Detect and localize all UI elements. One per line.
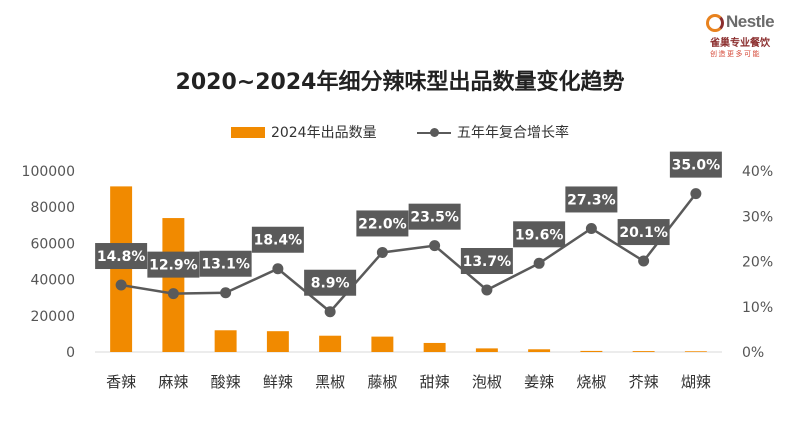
data-label: 13.7% xyxy=(463,254,512,270)
data-label-box xyxy=(669,151,722,178)
data-label: 23.5% xyxy=(410,210,459,226)
data-label-box xyxy=(617,219,670,246)
growth-point xyxy=(220,287,232,299)
bar-swatch-icon xyxy=(230,126,265,138)
y-left-tick-label: 60000 xyxy=(30,236,75,252)
data-label: 22.0% xyxy=(358,216,407,232)
x-tick-label: 酸辣 xyxy=(211,373,241,391)
growth-point xyxy=(115,279,127,291)
y-right-tick-label: 40% xyxy=(742,164,773,180)
chart-legend: 2024年出品数量 五年年复合增长率 xyxy=(0,122,800,142)
growth-point xyxy=(429,240,441,252)
bar xyxy=(528,349,551,352)
y-left-tick-label: 80000 xyxy=(30,200,75,216)
y-right-tick-label: 20% xyxy=(742,255,773,271)
bar xyxy=(580,350,603,352)
data-label: 27.3% xyxy=(567,192,616,208)
y-left-tick-label: 100000 xyxy=(22,164,75,180)
growth-point xyxy=(324,306,336,318)
logo-tagline: 创造更多可能 xyxy=(710,50,761,58)
x-tick-label: 煳辣 xyxy=(681,373,711,391)
growth-point xyxy=(638,255,650,267)
data-label-box xyxy=(460,248,513,275)
x-tick-label: 藤椒 xyxy=(367,373,397,391)
growth-point xyxy=(690,188,702,200)
data-label-box xyxy=(304,269,357,296)
data-label: 35.0% xyxy=(672,158,721,174)
y-right-tick-label: 0% xyxy=(742,345,764,361)
data-label-box xyxy=(408,203,461,230)
bar xyxy=(266,331,289,352)
growth-point xyxy=(376,246,388,258)
bar xyxy=(319,335,342,352)
legend-line-label: 五年年复合增长率 xyxy=(457,125,570,141)
data-label-box xyxy=(513,221,566,248)
data-label: 13.1% xyxy=(201,257,250,273)
growth-point xyxy=(533,257,545,269)
legend-item-bars: 2024年出品数量 xyxy=(230,122,377,142)
data-label: 19.6% xyxy=(515,227,564,243)
growth-point xyxy=(167,288,179,300)
bar xyxy=(110,186,133,352)
data-label-box xyxy=(565,186,618,213)
growth-line xyxy=(120,192,697,314)
y-left-tick-label: 20000 xyxy=(30,309,75,325)
x-tick-label: 麻辣 xyxy=(158,373,188,391)
bar xyxy=(162,218,185,352)
growth-point xyxy=(272,263,284,275)
logo-brand: Nestle xyxy=(726,12,775,31)
bar xyxy=(684,351,707,352)
x-tick-label: 黑椒 xyxy=(315,373,345,391)
x-tick-label: 姜辣 xyxy=(524,373,554,391)
bar xyxy=(632,351,655,352)
nest-icon xyxy=(706,14,724,32)
x-tick-label: 香辣 xyxy=(106,373,136,391)
bar xyxy=(371,336,394,352)
logo-subtitle: 雀巢专业餐饮 xyxy=(710,38,770,49)
x-tick-label: 甜辣 xyxy=(420,373,450,391)
chart-title: 2020~2024年细分辣味型出品数量变化趋势 xyxy=(175,70,625,95)
x-tick-label: 烧椒 xyxy=(576,373,606,391)
x-tick-label: 芥辣 xyxy=(629,373,659,391)
nestle-logo: Nestle 雀巢专业餐饮 创造更多可能 xyxy=(706,10,792,66)
line-marker-icon xyxy=(417,127,452,138)
data-label: 8.9% xyxy=(311,276,350,292)
data-label-box xyxy=(199,250,252,277)
y-right-tick-label: 30% xyxy=(742,209,773,225)
bar xyxy=(475,348,498,352)
data-label: 20.1% xyxy=(619,225,668,241)
data-label-box xyxy=(251,226,304,253)
data-label: 18.4% xyxy=(254,233,303,249)
y-right-tick-label: 10% xyxy=(742,300,773,316)
bar xyxy=(423,342,446,352)
data-label: 14.8% xyxy=(97,249,146,265)
x-tick-label: 鲜辣 xyxy=(263,373,293,391)
data-label: 12.9% xyxy=(149,258,198,274)
legend-bar-label: 2024年出品数量 xyxy=(270,125,377,141)
bar xyxy=(214,330,237,352)
growth-point xyxy=(481,284,493,296)
y-left-tick-label: 40000 xyxy=(30,273,75,289)
data-label-box xyxy=(147,251,200,278)
y-left-tick-label: 0 xyxy=(66,345,75,361)
data-label-box xyxy=(95,243,148,270)
x-tick-label: 泡椒 xyxy=(472,373,502,391)
growth-point xyxy=(585,222,597,234)
data-label-box xyxy=(356,210,409,237)
legend-item-line: 五年年复合增长率 xyxy=(417,122,569,142)
